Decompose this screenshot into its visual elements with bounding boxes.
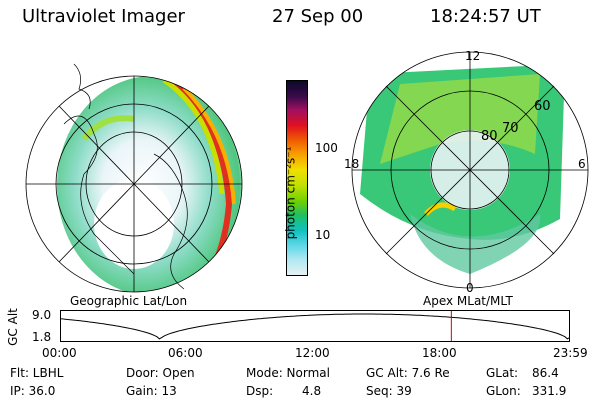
gc-altitude-label: GC Alt: 7.6 Re	[366, 366, 450, 380]
timeline-ytick-min: 1.8	[32, 330, 52, 344]
filter-label: Flt: LBHL	[10, 366, 64, 380]
glon-label: GLon:	[486, 384, 521, 398]
colorbar-tick-10: 10	[315, 228, 331, 242]
glat-label: GLat:	[486, 366, 519, 380]
left-panel-caption: Geographic Lat/Lon	[70, 294, 188, 308]
timeline-plot	[60, 310, 570, 342]
timeline-xtick-1800: 18:00	[422, 346, 457, 360]
mlt-label-12: 12	[465, 49, 480, 63]
timeline-ylabel: GC Alt	[5, 308, 20, 346]
dsp-label: Dsp:	[246, 384, 274, 398]
mlat-label-70: 70	[502, 121, 519, 136]
timeline-xtick-0600: 06:00	[168, 346, 203, 360]
time-label: 18:24:57 UT	[430, 6, 541, 27]
gain-label: Gain: 13	[126, 384, 177, 398]
timeline-xtick-0000: 00:00	[42, 346, 77, 360]
timeline-xtick-2359: 23:59	[553, 346, 588, 360]
mlt-label-0: 0	[466, 281, 474, 294]
ip-label: IP: 36.0	[10, 384, 56, 398]
instrument-title: Ultraviolet Imager	[22, 6, 185, 27]
glon-value: 331.9	[532, 384, 567, 398]
sequence-label: Seq: 39	[366, 384, 412, 398]
timeline-xtick-1200: 12:00	[295, 346, 330, 360]
geographic-globe-view	[25, 63, 243, 293]
colorbar-tick-100: 100	[315, 141, 338, 155]
door-label: Door: Open	[126, 366, 195, 380]
colorbar-unit-label: photon cm⁻²s⁻¹	[283, 146, 298, 240]
mode-label: Mode: Normal	[246, 366, 330, 380]
glat-value: 86.4	[532, 366, 559, 380]
right-panel-caption: Apex MLat/MLT	[423, 294, 513, 308]
date-label: 27 Sep 00	[272, 6, 364, 27]
mlat-label-60: 60	[534, 99, 551, 114]
mlt-label-18: 18	[344, 157, 359, 171]
mlt-label-6: 6	[578, 157, 586, 171]
mlat-label-80: 80	[481, 129, 498, 144]
dsp-value: 4.8	[302, 384, 322, 398]
magnetic-polar-view: 80 70 60 12 18 6 0	[344, 49, 589, 294]
colorbar	[286, 80, 308, 276]
timeline-ytick-max: 9.0	[32, 308, 52, 322]
